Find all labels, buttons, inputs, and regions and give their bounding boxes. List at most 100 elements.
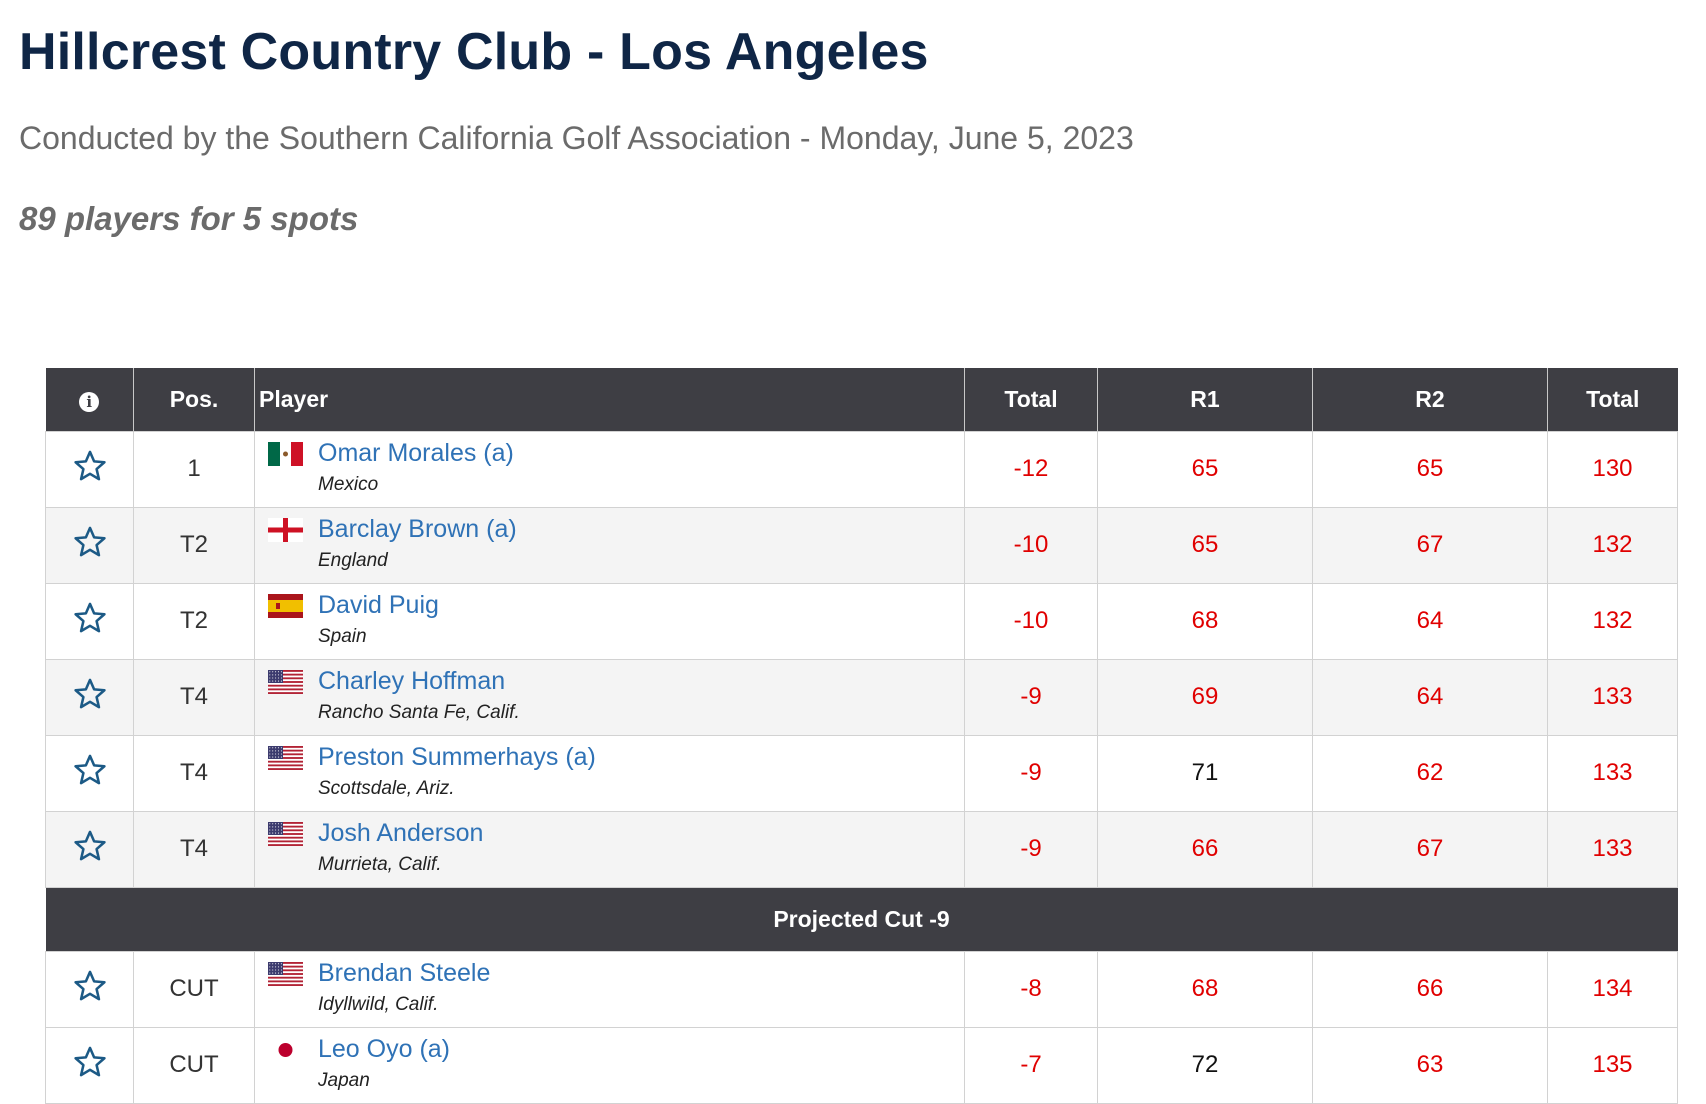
player-name-link[interactable]: Leo Oyo (a) (318, 1034, 451, 1063)
total-strokes-cell: 134 (1547, 950, 1678, 1028)
r2-score-cell: 64 (1312, 658, 1548, 736)
favorite-cell (45, 582, 134, 660)
to-par-cell: -7 (964, 1026, 1098, 1104)
player-column-header: Player (254, 368, 965, 431)
table-row: CUT Leo Oyo (a) Japan -7 72 63 135 (45, 1026, 1678, 1104)
star-icon[interactable] (72, 524, 108, 560)
table-row: T2 David Puig Spain -10 68 64 132 (45, 582, 1678, 660)
player-name-link[interactable]: David Puig (318, 590, 439, 619)
player-name-link[interactable]: Brendan Steele (318, 958, 491, 987)
mexico-flag-icon (268, 441, 303, 466)
japan-flag-icon (268, 1037, 303, 1062)
r1-score-cell: 65 (1097, 506, 1313, 584)
total-strokes-cell: 135 (1547, 1026, 1678, 1104)
table-row: 1 Omar Morales (a) Mexico -12 65 65 130 (45, 430, 1678, 508)
r1-score-cell: 68 (1097, 582, 1313, 660)
total-strokes-cell: 133 (1547, 810, 1678, 888)
r2-score-cell: 65 (1312, 430, 1548, 508)
leaderboard-table: i Pos. Player Total R1 R2 Total 1 Omar Mo… (45, 368, 1678, 1104)
player-cell: Brendan Steele Idyllwild, Calif. (254, 950, 965, 1028)
star-icon[interactable] (72, 448, 108, 484)
player-name-link[interactable]: Josh Anderson (318, 818, 484, 847)
star-icon[interactable] (72, 600, 108, 636)
r1-score-cell: 69 (1097, 658, 1313, 736)
player-location: Japan (318, 1069, 370, 1091)
player-cell: Leo Oyo (a) Japan (254, 1026, 965, 1104)
star-icon[interactable] (72, 968, 108, 1004)
table-row: T4 Preston Summerhays (a) Scottsdale, Ariz… (45, 734, 1678, 812)
player-location: England (318, 549, 388, 571)
favorite-cell (45, 950, 134, 1028)
info-icon[interactable]: i (79, 391, 100, 412)
to-par-cell: -9 (964, 734, 1098, 812)
to-par-column-header: Total (964, 368, 1098, 431)
projected-cut-row: Projected Cut -9 (45, 887, 1678, 951)
r1-score-cell: 65 (1097, 430, 1313, 508)
player-location: Idyllwild, Calif. (318, 993, 439, 1015)
pos-column-header: Pos. (133, 368, 255, 431)
favorite-cell (45, 734, 134, 812)
projected-cut-label: Projected Cut -9 (45, 887, 1678, 951)
player-location: Murrieta, Calif. (318, 853, 442, 875)
player-cell: Preston Summerhays (a) Scottsdale, Ariz. (254, 734, 965, 812)
to-par-cell: -12 (964, 430, 1098, 508)
player-name-link[interactable]: Preston Summerhays (a) (318, 742, 596, 771)
star-icon[interactable] (72, 676, 108, 712)
r1-score-cell: 66 (1097, 810, 1313, 888)
player-location: Scottsdale, Ariz. (318, 777, 455, 799)
r1-score-cell: 71 (1097, 734, 1313, 812)
to-par-cell: -8 (964, 950, 1098, 1028)
to-par-cell: -9 (964, 658, 1098, 736)
favorite-cell (45, 658, 134, 736)
usa-flag-icon (268, 745, 303, 770)
player-name-link[interactable]: Omar Morales (a) (318, 438, 514, 467)
event-subtitle: Conducted by the Southern California Gol… (19, 120, 1134, 156)
total-strokes-column-header: Total (1586, 385, 1640, 412)
favorite-cell (45, 430, 134, 508)
player-cell: Omar Morales (a) Mexico (254, 430, 965, 508)
position-cell: T4 (133, 810, 255, 888)
table-row: T4 Charley Hoffman Rancho Santa Fe, Calif.… (45, 658, 1678, 736)
player-location: Rancho Santa Fe, Calif. (318, 701, 520, 723)
position-cell: 1 (133, 430, 255, 508)
player-cell: Barclay Brown (a) England (254, 506, 965, 584)
r2-score-cell: 63 (1312, 1026, 1548, 1104)
player-cell: David Puig Spain (254, 582, 965, 660)
star-icon[interactable] (72, 1044, 108, 1080)
r2-score-cell: 64 (1312, 582, 1548, 660)
player-cell: Charley Hoffman Rancho Santa Fe, Calif. (254, 658, 965, 736)
usa-flag-icon (268, 669, 303, 694)
star-icon[interactable] (72, 828, 108, 864)
r1-score-cell: 68 (1097, 950, 1313, 1028)
r2-score-cell: 67 (1312, 506, 1548, 584)
player-name-link[interactable]: Barclay Brown (a) (318, 514, 517, 543)
table-row: T4 Josh Anderson Murrieta, Calif. -9 66 67 133 (45, 810, 1678, 888)
r2-column-header: R2 (1312, 368, 1548, 431)
table-header-row: i Pos. Player Total R1 R2 Total (45, 368, 1678, 431)
usa-flag-icon (268, 961, 303, 986)
position-cell: T2 (133, 582, 255, 660)
r2-score-cell: 62 (1312, 734, 1548, 812)
to-par-cell: -10 (964, 582, 1098, 660)
r1-score-cell: 72 (1097, 1026, 1313, 1104)
position-cell: T4 (133, 734, 255, 812)
r2-score-cell: 66 (1312, 950, 1548, 1028)
usa-flag-icon (268, 821, 303, 846)
favorite-cell (45, 506, 134, 584)
r1-column-header: R1 (1097, 368, 1313, 431)
to-par-cell: -10 (964, 506, 1098, 584)
player-location: Mexico (318, 473, 379, 495)
position-cell: T4 (133, 658, 255, 736)
info-column-header[interactable]: i (45, 368, 134, 431)
r2-score-cell: 67 (1312, 810, 1548, 888)
field-size-note: 89 players for 5 spots (19, 200, 359, 237)
star-icon[interactable] (72, 752, 108, 788)
total-strokes-cell: 132 (1547, 506, 1678, 584)
to-par-cell: -9 (964, 810, 1098, 888)
player-name-link[interactable]: Charley Hoffman (318, 666, 506, 695)
england-flag-icon (268, 517, 303, 542)
total-strokes-cell: 130 (1547, 430, 1678, 508)
table-row: T2 Barclay Brown (a) England -10 65 67 132 (45, 506, 1678, 584)
total-strokes-cell: 133 (1547, 734, 1678, 812)
page-title: Hillcrest Country Club - Los Angeles (19, 23, 929, 81)
